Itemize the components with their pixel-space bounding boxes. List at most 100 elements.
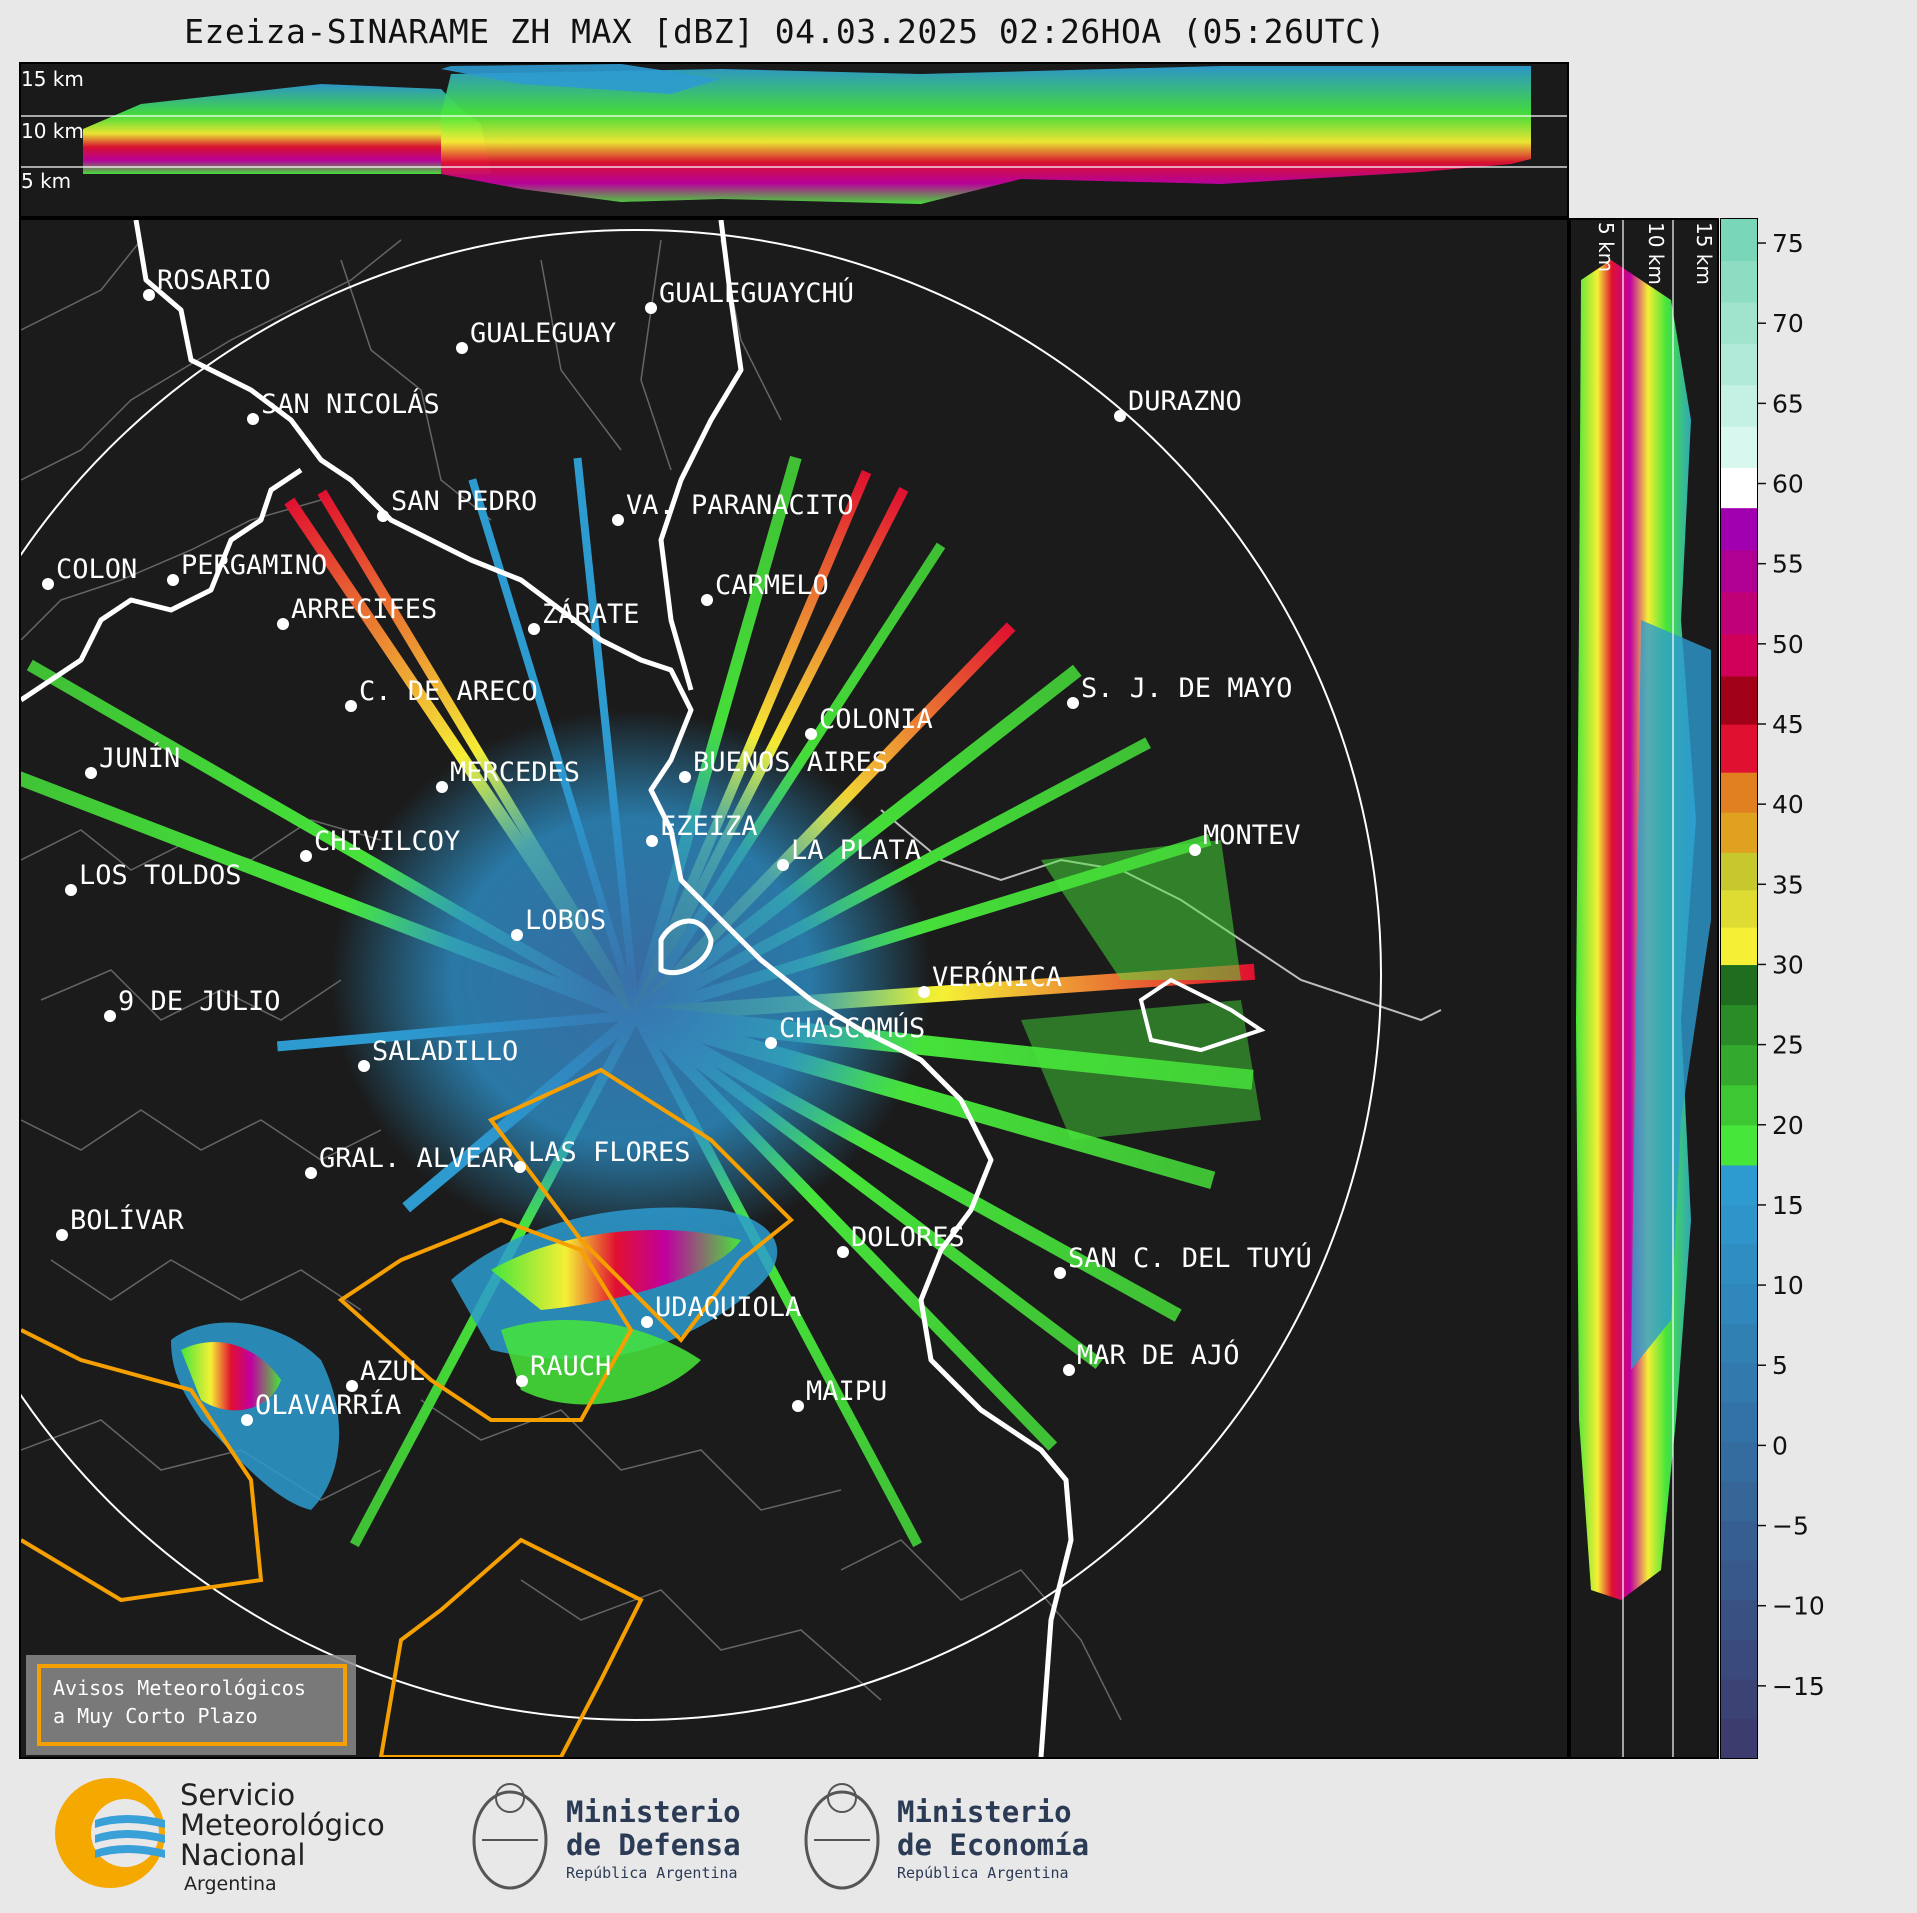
legend-line-1: Avisos Meteorológicos (53, 1676, 306, 1700)
city-label: MONTEV (1203, 820, 1301, 851)
city-label: VERÓNICA (932, 961, 1062, 993)
city-marker: LA PLATA (777, 835, 921, 871)
defensa-logo: Ministerio de Defensa República Argentin… (472, 1783, 741, 1890)
city-marker: SAN NICOLÁS (247, 388, 440, 425)
city-dot (300, 850, 312, 862)
city-label: CARMELO (715, 570, 829, 601)
city-marker: LOBOS (511, 905, 606, 941)
colorbar-band (1721, 1323, 1757, 1364)
city-dot (679, 771, 691, 783)
city-marker: LAS FLORES (514, 1137, 691, 1173)
city-dot (345, 700, 357, 712)
city-dot (56, 1229, 68, 1241)
legend-line-2: a Muy Corto Plazo (53, 1704, 258, 1728)
city-dot (612, 514, 624, 526)
smn-line-3: Nacional (180, 1838, 305, 1872)
city-marker: LOS TOLDOS (65, 860, 242, 896)
city-label: LOS TOLDOS (79, 860, 242, 891)
city-label: GUALEGUAY (470, 318, 616, 349)
city-dot (377, 510, 389, 522)
colorbar-tick-label: 0 (1772, 1431, 1788, 1460)
city-label: EZEIZA (660, 811, 758, 842)
economia-line-1: Ministerio (897, 1795, 1072, 1829)
footer-logos: Servicio Meteorológico Nacional Argentin… (0, 1760, 1917, 1909)
city-dot (456, 342, 468, 354)
city-marker: MAR DE AJÓ (1063, 1339, 1240, 1376)
colorbar-band (1721, 889, 1757, 928)
colorbar-band (1721, 1599, 1757, 1640)
city-dot (516, 1375, 528, 1387)
colorbar-band (1721, 1044, 1757, 1086)
city-dot (104, 1010, 116, 1022)
city-label: C. DE ARECO (359, 676, 538, 707)
city-dot (42, 578, 54, 590)
colorbar-tick-label: 30 (1772, 950, 1804, 979)
colorbar-band (1721, 1084, 1757, 1126)
city-marker: ROSARIO (143, 265, 271, 301)
city-dot (65, 884, 77, 896)
city-label: SALADILLO (372, 1036, 518, 1067)
altitude-label-10km: 10 km (21, 119, 84, 143)
city-label: VA. PARANACITO (626, 490, 854, 521)
city-label: ARRECIFES (291, 594, 437, 625)
colorbar-tick-label: 5 (1772, 1351, 1788, 1380)
city-dot (765, 1037, 777, 1049)
city-marker: MONTEV (1189, 820, 1301, 856)
colorbar-band (1721, 723, 1757, 773)
city-label: OLAVARRÍA (255, 1389, 401, 1421)
city-marker: C. DE ARECO (345, 676, 538, 712)
city-label: ZÁRATE (542, 598, 640, 630)
radar-echo-field (21, 455, 1261, 1548)
right-altitude-15km: 15 km (1692, 222, 1716, 285)
city-label: DOLORES (851, 1222, 965, 1253)
city-label: SAN C. DEL TUYÚ (1068, 1242, 1312, 1274)
city-marker: BUENOS AIRES (679, 747, 888, 783)
colorbar-band (1721, 1481, 1757, 1522)
city-label: MAIPU (806, 1376, 887, 1407)
colorbar-tick-label: 20 (1772, 1111, 1804, 1140)
colorbar-band (1721, 1402, 1757, 1443)
colorbar-tick-label: 25 (1772, 1031, 1804, 1060)
city-marker: MAIPU (792, 1376, 887, 1412)
city-dot (701, 594, 713, 606)
city-label: S. J. DE MAYO (1081, 673, 1292, 704)
colorbar-tick-label: 55 (1772, 550, 1804, 579)
city-dot (645, 302, 657, 314)
city-dot (1067, 697, 1079, 709)
colorbar-band (1721, 1004, 1757, 1046)
city-dot (305, 1167, 317, 1179)
city-marker: CARMELO (701, 570, 829, 606)
smn-line-1: Servicio (180, 1778, 295, 1812)
colorbar-band (1721, 675, 1757, 725)
city-label: GUALEGUAYCHÚ (659, 277, 854, 309)
city-marker: VERÓNICA (918, 961, 1062, 998)
right-cross-section: 5 km 10 km 15 km (1569, 218, 1719, 1759)
colorbar-tick-label: 50 (1772, 630, 1804, 659)
city-dot (528, 623, 540, 635)
city-label: LAS FLORES (528, 1137, 691, 1168)
city-dot (1189, 844, 1201, 856)
city-label: BOLÍVAR (70, 1204, 185, 1236)
colorbar-band (1721, 301, 1757, 344)
city-marker: JUNÍN (85, 742, 180, 779)
colorbar-band (1721, 772, 1757, 813)
colorbar-band (1721, 852, 1757, 891)
radar-map-plot: ROSARIO GUALEGUAYCHÚ GUALEGUAY SAN NICOLÁS D… (21, 220, 1442, 1757)
defensa-line-1: Ministerio (566, 1795, 741, 1829)
city-label: MAR DE AJÓ (1077, 1339, 1240, 1371)
colorbar-tick-label: −15 (1772, 1672, 1825, 1701)
city-marker: COLON (42, 554, 137, 590)
colorbar-tick-label: 75 (1772, 229, 1804, 258)
altitude-label-15km: 15 km (21, 67, 84, 91)
colorbar-band (1721, 1204, 1757, 1245)
colorbar-tick-label: 40 (1772, 790, 1804, 819)
city-marker: MERCEDES (436, 757, 580, 793)
colorbar-band (1721, 812, 1757, 853)
city-marker: OLAVARRÍA (241, 1389, 401, 1426)
city-marker: COLONIA (805, 704, 933, 740)
radar-map: ROSARIO GUALEGUAYCHÚ GUALEGUAY SAN NICOLÁS D… (19, 218, 1569, 1759)
city-label: CHIVILCOY (314, 826, 460, 857)
defensa-line-2: de Defensa (566, 1828, 741, 1862)
city-marker: S. J. DE MAYO (1067, 673, 1292, 709)
city-marker: VA. PARANACITO (612, 490, 854, 526)
